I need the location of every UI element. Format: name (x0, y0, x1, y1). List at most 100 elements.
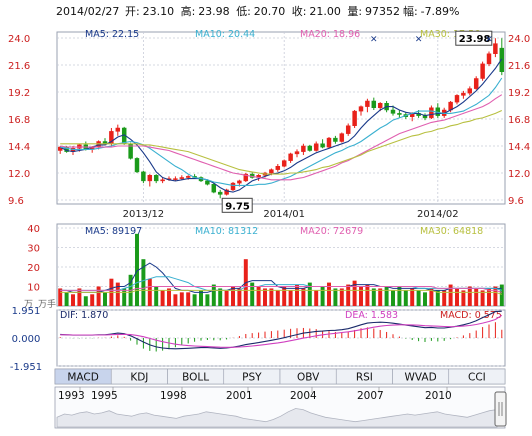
volume-bar-up (461, 290, 466, 306)
candle-up (339, 133, 345, 142)
candle-down (141, 171, 146, 182)
volume-bar-down (141, 259, 146, 306)
tab-obv[interactable]: OBV (279, 368, 337, 385)
volume-bar-up (474, 288, 479, 306)
tab-background[interactable] (448, 368, 506, 385)
open-label: 开: (125, 5, 140, 18)
volume-bar-up (282, 286, 287, 306)
volume-bar-up (288, 290, 293, 306)
volume-bar-down (416, 290, 421, 306)
candle-down (211, 184, 217, 193)
candle-down (205, 180, 210, 185)
volume-bar-down (423, 292, 427, 306)
price-tick-right: 19.2 (508, 88, 530, 99)
volume-bar-up (186, 292, 191, 306)
tab-wvad[interactable]: WVAD (392, 368, 450, 385)
macd-lines (60, 310, 503, 350)
candle-up (313, 143, 319, 151)
price-gridlines (57, 32, 505, 204)
candle-up (281, 160, 287, 167)
candle-up (493, 43, 498, 54)
candle-up (461, 92, 466, 96)
close-value: 21.00 (309, 5, 341, 18)
candle-up (358, 106, 364, 112)
volume-bar-up (410, 288, 415, 306)
candle-down (320, 143, 325, 148)
volume-bar-down (205, 294, 210, 306)
price-tick-right: 12.0 (508, 169, 530, 180)
price-tick-right: 21.6 (508, 61, 530, 72)
event-marker-icon: ✕ (415, 35, 423, 45)
tab-macd[interactable]: MACD (54, 368, 112, 385)
tab-boll[interactable]: BOLL (167, 368, 225, 385)
volume-bar-down (211, 284, 216, 306)
candle-up (173, 178, 178, 180)
volume-bar-up (77, 288, 82, 306)
candle-up (269, 169, 274, 174)
date-tick-label: 2014/01 (263, 209, 305, 220)
vol-ma-line-ma5 (60, 262, 502, 293)
candle-up (326, 137, 332, 148)
ma-line-ma30 (60, 109, 503, 175)
vol-ma-line-ma10 (60, 276, 502, 291)
navigator-trend (56, 408, 498, 428)
volume-tick: 40 (27, 224, 40, 235)
navigator-handle[interactable] (494, 391, 507, 427)
candle-up (230, 182, 236, 191)
candle-up (160, 179, 165, 182)
vol-ma-legend-ma10: MA10: 81312 (195, 226, 258, 237)
candle-up (467, 88, 473, 94)
range-handle[interactable] (494, 391, 507, 427)
timeline-navigator: 1993 1995 1998 2001 2004 2007 2010 (54, 386, 507, 429)
tab-psy[interactable]: PSY (223, 368, 281, 385)
candle-up (294, 151, 300, 155)
volume-bar-down (371, 288, 376, 306)
low-value: 20.70 (254, 5, 285, 18)
candle-up (115, 127, 121, 132)
volume-bar-down (307, 282, 312, 306)
price-tick-left: 16.8 (8, 115, 30, 126)
macd-tick: -1.951 (10, 362, 42, 373)
tab-label: WVAD (405, 372, 437, 384)
max-price-box (455, 30, 493, 46)
moving-average-lines (59, 58, 503, 193)
volume-bar-up (58, 288, 63, 306)
volume-bar-up (160, 290, 165, 306)
volume-bar-up (346, 284, 351, 306)
tab-label: RSI (356, 372, 373, 384)
volume-bar-up (71, 294, 75, 306)
tab-cci[interactable]: CCI (448, 368, 506, 385)
vol-ma-legend-ma30: MA30: 64818 (420, 226, 483, 237)
volume-tick: 30 (27, 244, 40, 255)
volume-bar-up (90, 294, 95, 306)
volume-bar-up (339, 288, 344, 306)
indicator-tabs: MACD KDJ BOLL PSY OBV RSI WVAD CCI (54, 368, 506, 385)
close-label: 收: (292, 4, 307, 18)
dea-line (60, 314, 503, 348)
volume-bar-up (352, 280, 357, 306)
candle-up (147, 175, 153, 182)
candle-up (429, 107, 434, 119)
price-panel: 24.0 24.0 21.6 21.6 19.2 19.2 16.8 16.8 14.4 14.4… (8, 29, 530, 220)
ma-line-ma20 (60, 94, 503, 181)
volume-unit-suffix: 万手 (38, 298, 56, 310)
volume-bar-up (224, 290, 229, 306)
volume-bar-down (103, 292, 107, 306)
candle-up (185, 176, 191, 178)
volume-bar-up (493, 286, 498, 306)
price-tick-right: 16.8 (508, 115, 530, 126)
vol-ma-legend-ma20: MA20: 72679 (300, 226, 363, 237)
price-tick-left: 12.0 (8, 169, 30, 180)
tab-kdj[interactable]: KDJ (110, 368, 168, 385)
event-markers: ✕ ✕ ✕ (370, 35, 493, 45)
tab-label: CCI (468, 372, 486, 384)
price-tick-right: 24.0 (508, 34, 530, 45)
candle-up (473, 78, 479, 89)
year-label: 2004 (290, 390, 317, 402)
tab-rsi[interactable]: RSI (335, 368, 393, 385)
volume-bar-down (135, 233, 139, 306)
volume-bar-down (391, 290, 395, 306)
volume-bar-up (301, 288, 306, 306)
volume-bar-up (480, 290, 485, 306)
